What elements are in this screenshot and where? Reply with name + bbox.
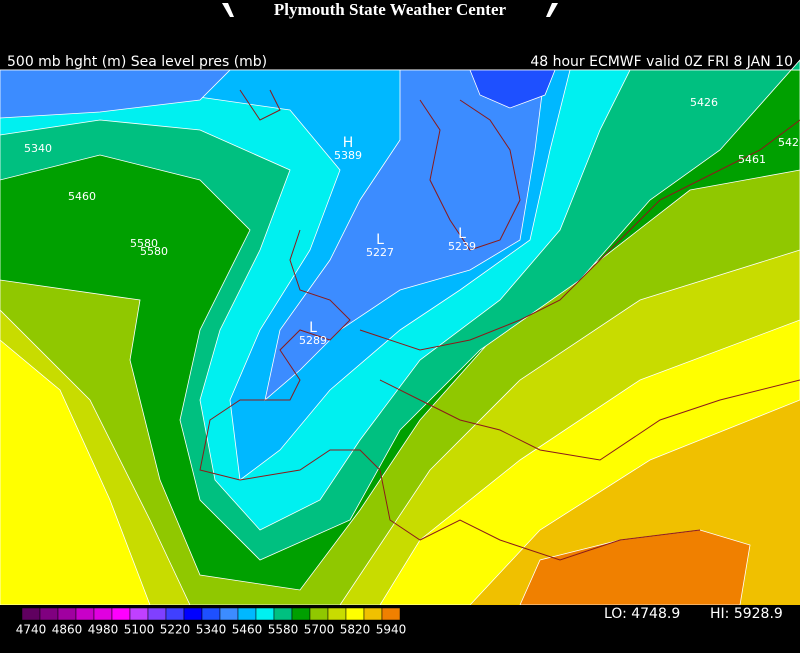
colorbar-label: 5580 — [268, 623, 299, 637]
colorbar-swatch — [147, 607, 167, 621]
coastline — [239, 89, 281, 121]
high-value: HI: 5928.9 — [710, 606, 783, 622]
border — [379, 379, 800, 461]
field-band — [0, 69, 231, 119]
colorbar-swatch — [75, 607, 95, 621]
colorbar-swatch — [93, 607, 113, 621]
colorbar-label: 5220 — [160, 623, 191, 637]
colorbar-swatch — [57, 607, 77, 621]
colorbar-swatch — [39, 607, 59, 621]
field-band — [264, 69, 546, 402]
colorbar: 4740 4860 4980 5100 5220 5340 5460 5580 5700 5820… — [16, 607, 407, 637]
pressure-value: 5239 — [448, 240, 476, 253]
pressure-value: 5389 — [334, 149, 362, 162]
colorbar-swatch — [201, 607, 221, 621]
low-value: LO: 4748.9 — [604, 606, 680, 622]
pressure-symbol: L — [309, 320, 317, 336]
colorbar-swatch — [183, 607, 203, 621]
pressure-symbol: H — [343, 135, 354, 151]
contour-label: 5461 — [738, 153, 766, 166]
colorbar-label: 4740 — [16, 623, 47, 637]
field-band — [469, 69, 556, 109]
colorbar-label: 4860 — [52, 623, 83, 637]
pressure-symbol: L — [376, 232, 384, 248]
colorbar-swatch — [291, 607, 311, 621]
contour-label: 5580 — [140, 245, 168, 258]
logo — [546, 3, 558, 17]
colorbar-swatch — [129, 607, 149, 621]
colorbar-swatch — [345, 607, 365, 621]
colorbar-label: 5940 — [376, 623, 407, 637]
border — [359, 119, 800, 351]
colorbar-swatch — [237, 607, 257, 621]
coastline — [199, 229, 701, 561]
contour-label: 542 — [778, 136, 799, 149]
contour-label: 5340 — [24, 142, 52, 155]
pressure-value: 5289 — [299, 334, 327, 347]
colorbar-swatch — [363, 607, 383, 621]
colorbar-swatch — [381, 607, 401, 621]
colorbar-swatch — [309, 607, 329, 621]
colorbar-swatch — [165, 607, 185, 621]
colorbar-swatch — [111, 607, 131, 621]
title: Plymouth State Weather Center — [274, 0, 507, 19]
colorbar-label: 4980 — [88, 623, 119, 637]
colorbar-swatch — [327, 607, 347, 621]
colorbar-label: 5460 — [232, 623, 263, 637]
colorbar-swatch — [21, 607, 41, 621]
map-labels: 534054605580558054265461542H5389L5227L52… — [24, 96, 799, 347]
pressure-value: 5227 — [366, 246, 394, 259]
colorbar-label: 5700 — [304, 623, 335, 637]
contour-label: 5460 — [68, 190, 96, 203]
coastline — [419, 99, 521, 251]
colorbar-swatch — [255, 607, 275, 621]
contour-label: 5580 — [130, 237, 158, 250]
pressure-symbol: L — [458, 226, 466, 242]
map-area — [0, 59, 800, 606]
colorbar-label: 5340 — [196, 623, 227, 637]
colorbar-label: 5100 — [124, 623, 155, 637]
map-subtitle: 500 mb hght (m) Sea level pres (mb) — [7, 54, 267, 70]
colorbar-label: 5820 — [340, 623, 371, 637]
map-valid-time: 48 hour ECMWF valid 0Z FRI 8 JAN 10 — [530, 54, 793, 70]
colorbar-swatch — [219, 607, 239, 621]
contour-label: 5426 — [690, 96, 718, 109]
logo — [222, 3, 234, 17]
colorbar-swatch — [273, 607, 293, 621]
